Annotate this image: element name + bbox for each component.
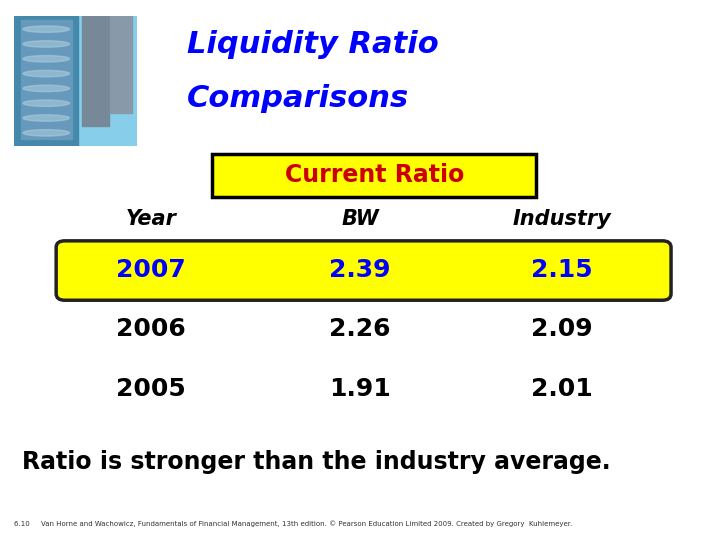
Text: 2.01: 2.01 [531,377,593,401]
Ellipse shape [23,40,69,47]
Bar [82,16,109,126]
Text: 2005: 2005 [117,377,186,401]
Ellipse shape [23,70,69,77]
Bar [14,16,78,146]
FancyBboxPatch shape [212,154,536,197]
Ellipse shape [23,56,69,62]
Text: Comparisons: Comparisons [187,84,410,113]
Text: Ratio is stronger than the industry average.: Ratio is stronger than the industry aver… [22,450,611,474]
Text: 2.09: 2.09 [531,318,593,341]
FancyBboxPatch shape [56,241,671,300]
Text: Year: Year [126,208,176,229]
Text: BW: BW [341,208,379,229]
Text: 2007: 2007 [117,258,186,282]
Text: 2.15: 2.15 [531,258,593,282]
Text: 2.39: 2.39 [329,258,391,282]
Ellipse shape [23,85,69,92]
Text: 2006: 2006 [117,318,186,341]
Text: Current Ratio: Current Ratio [284,164,464,187]
Bar [110,16,132,113]
Ellipse shape [23,115,69,122]
Text: Liquidity Ratio: Liquidity Ratio [187,30,439,59]
Text: Industry: Industry [512,208,611,229]
Text: 2.26: 2.26 [329,318,391,341]
Text: 6.10     Van Horne and Wachowicz, Fundamentals of Financial Management, 13th edi: 6.10 Van Horne and Wachowicz, Fundamenta… [14,521,572,527]
Ellipse shape [23,100,69,106]
Bar [21,20,72,139]
Text: 1.91: 1.91 [329,377,391,401]
Ellipse shape [23,26,69,32]
Ellipse shape [23,130,69,136]
